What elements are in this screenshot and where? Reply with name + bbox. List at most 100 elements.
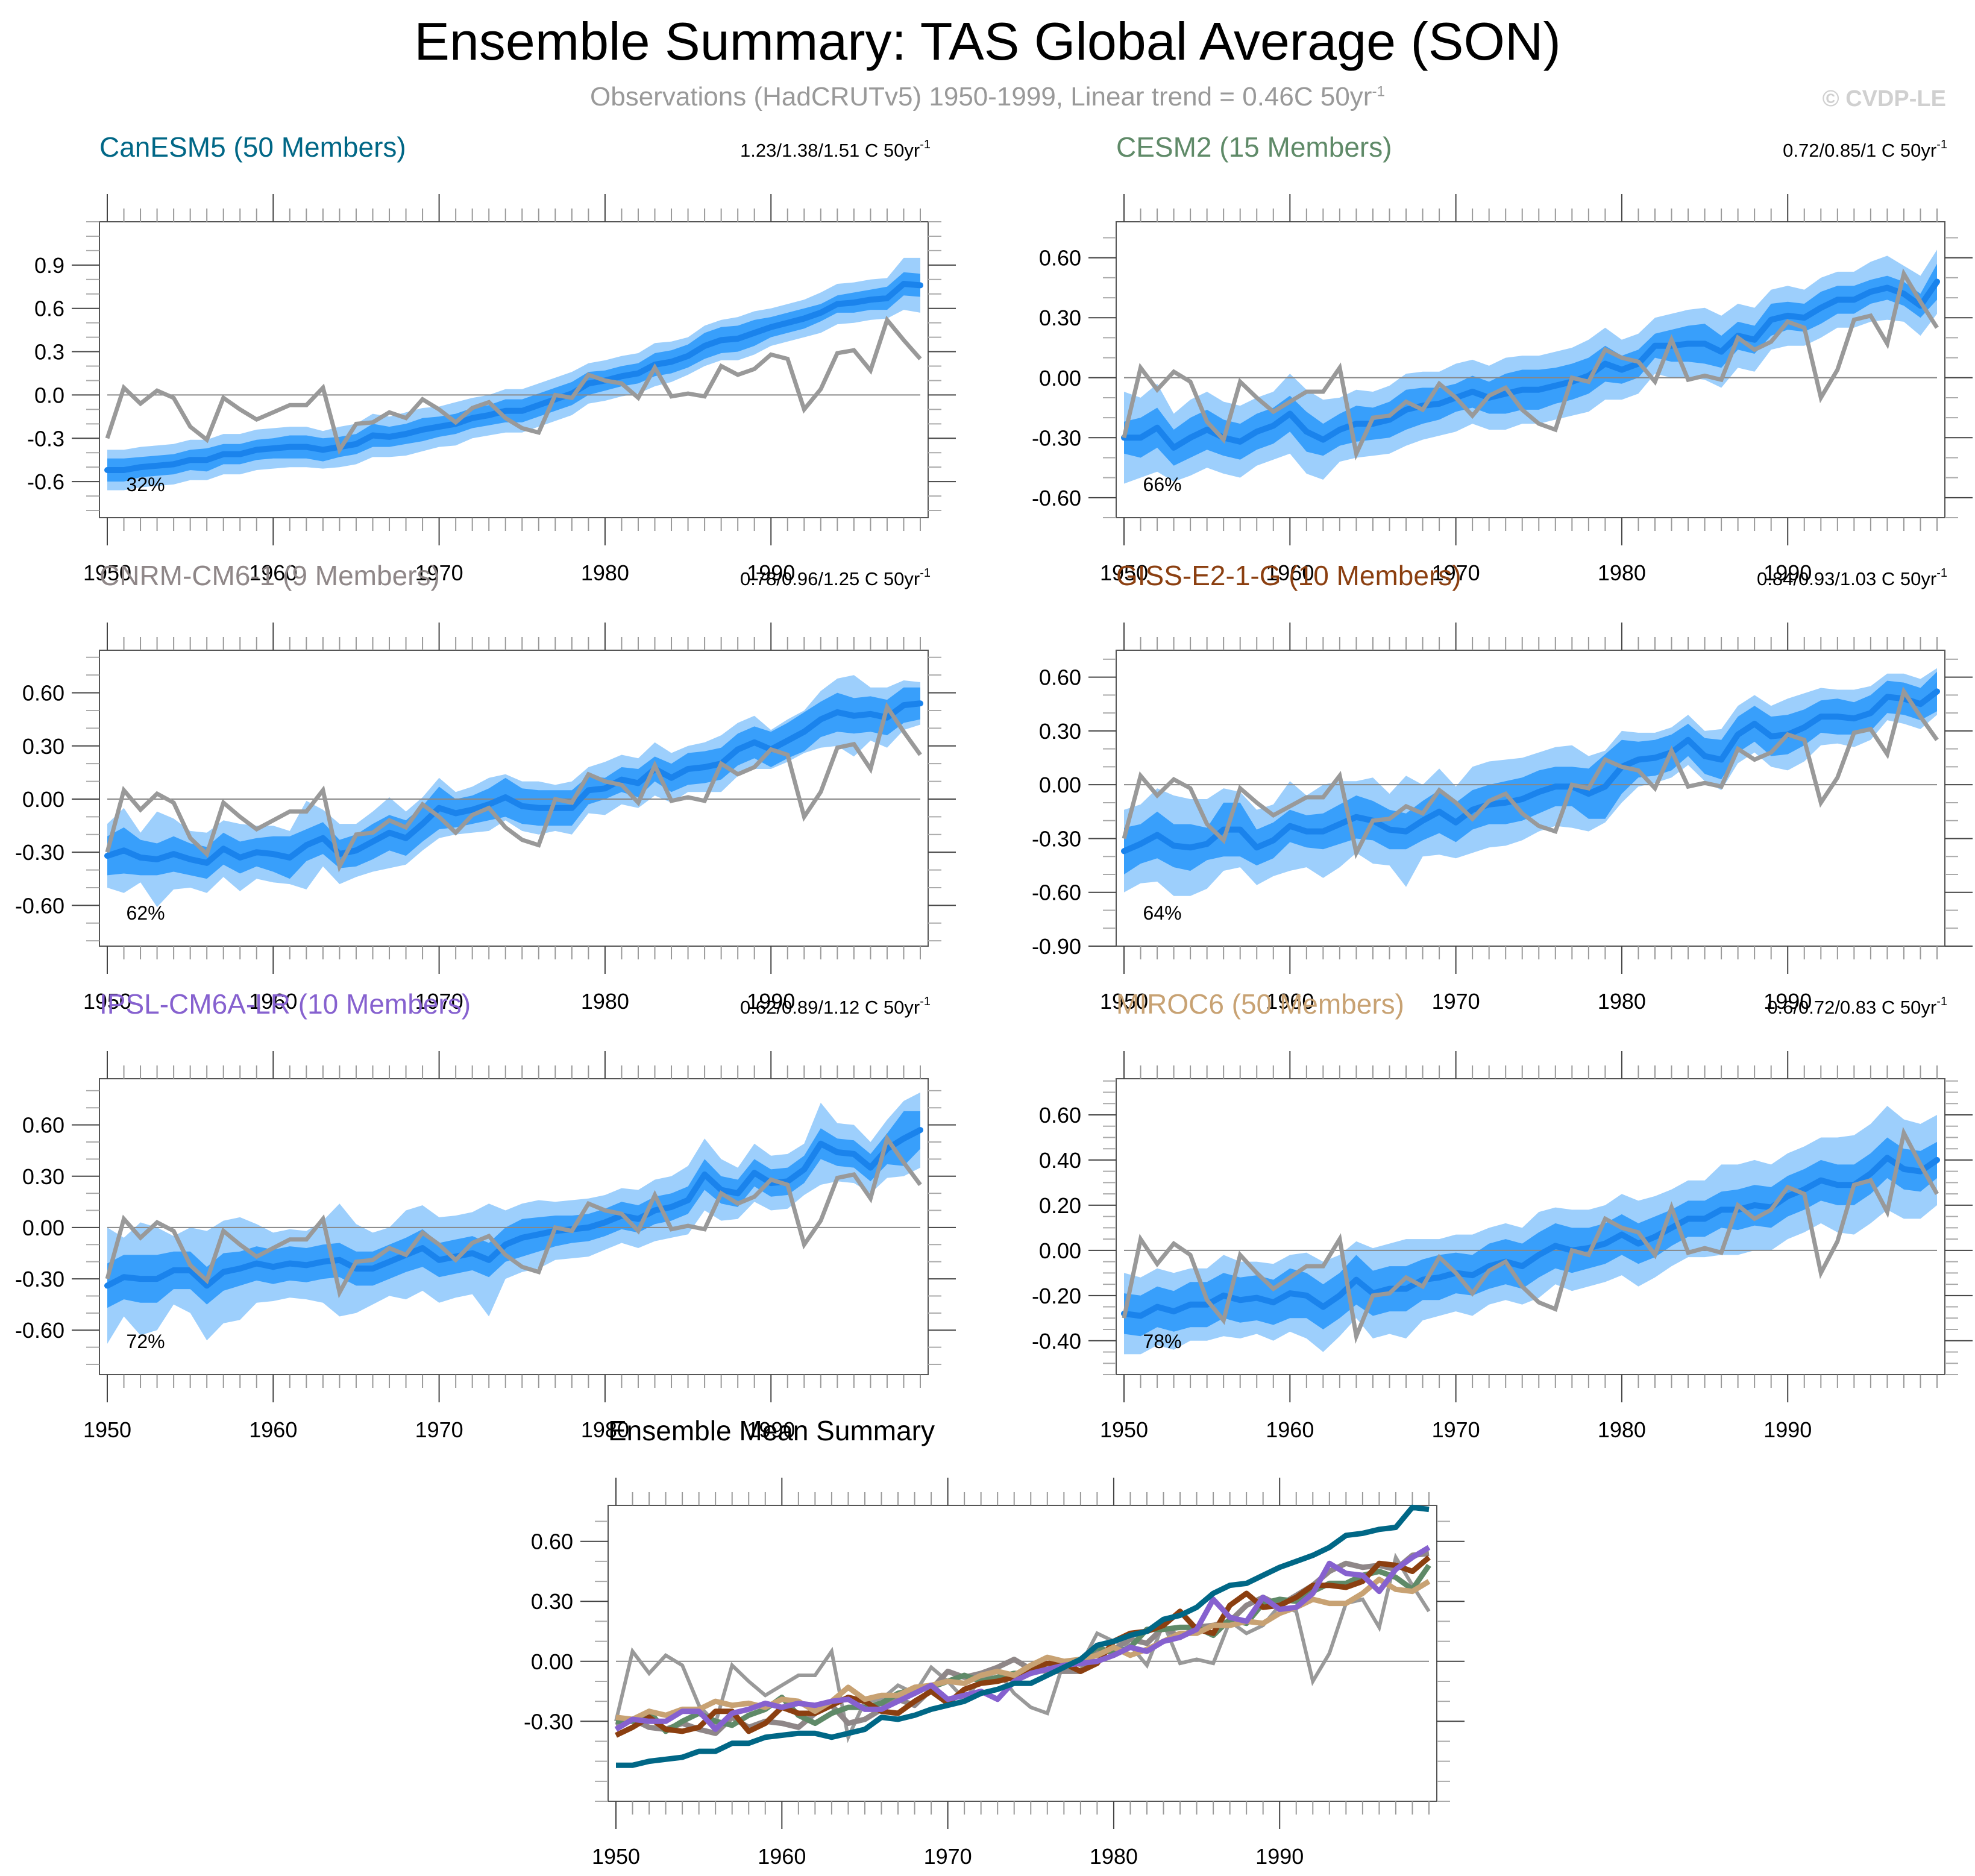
panel-ipsl-cm6a-lr: 1950 1960 1970 1980 1990 -0.60 -0.30 0.00 0.30 0.… [15, 988, 956, 1442]
x-tick-label: 1970 [1432, 1417, 1480, 1442]
y-tick-label: -0.20 [1032, 1284, 1081, 1308]
x-tick-label: 1970 [415, 560, 463, 585]
ensemble-mean-line [104, 1127, 923, 1289]
trend-superscript: -1 [1936, 995, 1947, 1008]
y-tick-label: 0.30 [1039, 719, 1081, 744]
x-axis: 1950 1960 1970 1980 1990 [1100, 1051, 1938, 1442]
y-tick-label: 0.20 [1039, 1193, 1081, 1218]
y-tick-label: 0.00 [22, 1216, 64, 1240]
ensemble-mean-line [104, 700, 923, 866]
x-tick-label: 1950 [1100, 560, 1148, 585]
y-tick-label: 0.00 [1039, 1238, 1081, 1263]
trend-superscript: -1 [1936, 566, 1947, 580]
trend-superscript: -1 [920, 995, 931, 1008]
x-tick-label: 1970 [1432, 989, 1480, 1014]
y-axis: -0.6 -0.3 0.0 0.3 0.6 0.9 [27, 221, 956, 512]
x-tick-label: 1990 [1763, 989, 1812, 1014]
trend-label: 1.23/1.38/1.51 C 50yr-1 [740, 138, 931, 161]
y-tick-label: 0.60 [1039, 665, 1081, 690]
trend-text: 0.72/0.85/1 C 50yr [1783, 140, 1936, 161]
y-tick-label: 0.60 [531, 1529, 573, 1554]
x-axis: 1950 1960 1970 1980 1990 [1100, 194, 1938, 585]
trend-superscript: -1 [920, 138, 931, 151]
panel-cesm2: 1950 1960 1970 1980 1990 -0.60 -0.30 0.00 0.30 0.… [1032, 131, 1973, 585]
observations-line [105, 1134, 922, 1299]
inner-spread-band [107, 1111, 920, 1308]
y-axis: -0.40 -0.20 0.00 0.20 0.40 0.60 [1032, 1080, 1973, 1375]
x-tick-label: 1980 [581, 560, 629, 585]
percent-label: 78% [1143, 1331, 1182, 1352]
inner-spread-band [1124, 1137, 1937, 1337]
x-tick-label: 1950 [1100, 989, 1148, 1014]
x-tick-label: 1950 [83, 560, 131, 585]
panel-miroc6: 1950 1960 1970 1980 1990 -0.40 -0.20 0.00 0.20 0.… [1032, 988, 1973, 1442]
x-axis: 1950 1960 1970 1980 1990 [83, 623, 921, 1014]
x-tick-label: 1980 [581, 1417, 629, 1442]
x-tick-label: 1960 [758, 1844, 806, 1869]
x-tick-label: 1960 [1266, 560, 1314, 585]
percent-label: 66% [1143, 474, 1182, 495]
x-tick-label: 1990 [1255, 1844, 1304, 1869]
x-tick-label: 1950 [83, 989, 131, 1014]
percent-label: 62% [127, 902, 165, 924]
panel-canesm5: 1950 1960 1970 1980 1990 -0.6 -0.3 0.0 0.3 0.6 0.9… [27, 131, 956, 585]
panel-title: CESM2 (15 Members) [1116, 131, 1392, 163]
x-tick-label: 1990 [747, 560, 795, 585]
y-tick-label: -0.60 [1032, 880, 1081, 905]
observations-line [105, 315, 922, 455]
panel-title: MIROC6 (50 Members) [1116, 988, 1404, 1020]
trend-superscript: -1 [1936, 138, 1947, 151]
x-tick-label: 1980 [581, 989, 629, 1014]
y-axis: -0.30 0.00 0.30 0.60 [524, 1520, 1465, 1802]
mean-line-canesm5 [616, 1504, 1430, 1768]
figure-subtitle: Observations (HadCRUTv5) 1950-1999, Line… [0, 82, 1975, 112]
x-tick-label: 1960 [249, 560, 297, 585]
trend-label: 0.78/0.96/1.25 C 50yr-1 [740, 566, 931, 589]
y-tick-label: 0.00 [22, 787, 64, 812]
trend-superscript: -1 [920, 566, 931, 580]
y-tick-label: 0.60 [1039, 246, 1081, 271]
plot-frame [1116, 650, 1945, 947]
trend-text: 0.78/0.96/1.25 C 50yr [740, 568, 920, 589]
observations-line [1122, 1126, 1939, 1344]
panel-ensemble-mean-summary: 1950 1960 1970 1980 1990 -0.30 0.00 0.30 0.60 Ens… [524, 1415, 1465, 1869]
subtitle-superscript: -1 [1372, 83, 1385, 100]
trend-text: 0.6/0.72/0.83 C 50yr [1767, 997, 1936, 1018]
y-tick-label: 0.30 [22, 1164, 64, 1189]
x-tick-label: 1980 [1598, 989, 1646, 1014]
inner-spread-band [1124, 671, 1937, 874]
y-tick-label: -0.90 [1032, 934, 1081, 959]
panel-title: CanESM5 (50 Members) [99, 131, 406, 163]
observations-line [105, 701, 922, 873]
percent-label: 72% [127, 1331, 165, 1352]
plot-frame [1116, 221, 1945, 518]
panel-giss-e2-1-g: 1950 1960 1970 1980 1990 -0.90 -0.60 -0.30 0.00 0… [1032, 560, 1973, 1014]
y-tick-label: -0.30 [1032, 425, 1081, 450]
y-tick-label: -0.30 [15, 1267, 64, 1291]
y-tick-label: 0.30 [1039, 306, 1081, 330]
figure-title: Ensemble Summary: TAS Global Average (SO… [414, 11, 1561, 71]
x-tick-label: 1950 [83, 1417, 131, 1442]
y-tick-label: -0.40 [1032, 1329, 1081, 1354]
x-tick-label: 1950 [592, 1844, 640, 1869]
y-tick-label: -0.30 [524, 1709, 573, 1734]
panel-cnrm-cm6-1: 1950 1960 1970 1980 1990 -0.60 -0.30 0.00 0.30 0.… [15, 560, 956, 1014]
ensemble-mean-line [1121, 688, 1940, 855]
x-tick-label: 1980 [1598, 1417, 1646, 1442]
x-axis: 1950 1960 1970 1980 1990 [83, 1051, 921, 1442]
x-axis: 1950 1960 1970 1980 1990 [592, 1478, 1430, 1869]
y-tick-label: 0.60 [1039, 1103, 1081, 1128]
panel-title: IPSL-CM6A-LR (10 Members) [99, 988, 471, 1020]
y-tick-label: 0.30 [22, 734, 64, 759]
y-tick-label: 0.60 [22, 681, 64, 706]
x-tick-label: 1990 [1763, 1417, 1812, 1442]
trend-label: 0.62/0.89/1.12 C 50yr-1 [740, 995, 931, 1018]
x-tick-label: 1980 [1090, 1844, 1138, 1869]
outer-spread-band [107, 257, 920, 491]
x-tick-label: 1960 [1266, 1417, 1314, 1442]
y-tick-label: -0.30 [1032, 826, 1081, 851]
y-tick-label: -0.6 [27, 469, 64, 494]
mean-line-ipsl-cm6a-lr [614, 1545, 1431, 1733]
y-tick-label: 0.6 [34, 296, 64, 321]
